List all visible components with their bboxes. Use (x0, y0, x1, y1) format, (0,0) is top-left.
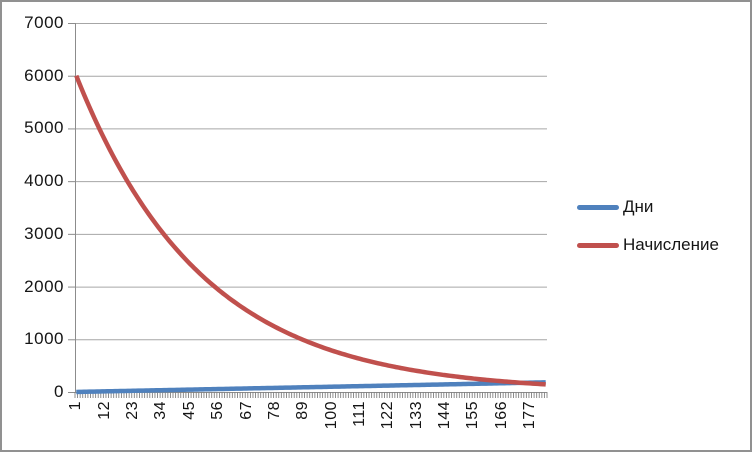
series-line-nachislenie[interactable] (74, 74, 546, 387)
x-axis-tick-label: 100 (322, 401, 340, 430)
x-axis-tick-label: 34 (152, 401, 170, 420)
x-axis-tick-label: 133 (407, 401, 425, 430)
x-axis-tick-label: 155 (464, 401, 482, 430)
y-axis-tick-label: 2000 (24, 276, 64, 296)
legend: Дни Начисление (577, 196, 719, 256)
legend-item-dni[interactable]: Дни (577, 196, 719, 218)
y-axis-tick-label: 1000 (24, 329, 64, 349)
x-axis-tick-label: 177 (521, 401, 539, 430)
legend-label-nachislenie: Начисление (623, 235, 719, 254)
x-axis-tick-label: 45 (180, 401, 198, 420)
x-axis-tick-comb (74, 392, 548, 398)
x-axis-tick-label: 67 (237, 401, 255, 420)
legend-line-swatch-nachislenie (577, 242, 619, 248)
x-axis-tick-label: 111 (351, 401, 368, 427)
y-axis-tick-label: 4000 (24, 171, 64, 191)
series-line-dni[interactable] (76, 380, 546, 395)
x-axis-tick-label: 122 (379, 401, 397, 430)
y-axis-tick-label: 5000 (24, 118, 64, 138)
x-axis-tick-label: 166 (492, 401, 510, 430)
legend-label-dni: Дни (623, 197, 654, 216)
x-axis-tick-label: 1 (67, 401, 85, 411)
x-axis-tick-label: 78 (265, 401, 283, 420)
y-axis-tick-label: 0 (54, 382, 64, 401)
y-axis-tick-label: 3000 (24, 223, 64, 243)
legend-item-nachislenie[interactable]: Начисление (577, 234, 719, 256)
y-axis-tick-label: 7000 (24, 13, 64, 32)
y-axis-tick-label: 6000 (24, 65, 64, 85)
legend-line-swatch-dni (577, 204, 619, 210)
x-axis-tick-label: 89 (294, 401, 312, 420)
x-axis-tick-label: 56 (209, 401, 227, 420)
x-axis-tick-label: 12 (95, 401, 113, 420)
x-axis-tick-label: 23 (124, 401, 142, 420)
x-axis-tick-label: 144 (436, 401, 454, 430)
